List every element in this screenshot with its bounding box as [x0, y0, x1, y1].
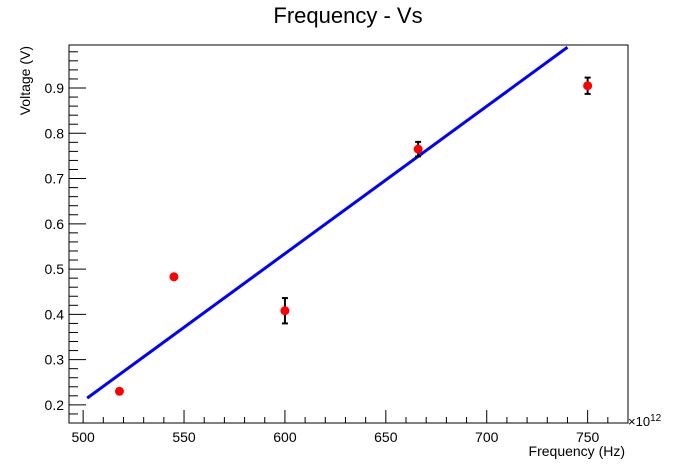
data-point [169, 272, 179, 282]
y-tick-label: 0.9 [45, 80, 65, 96]
y-tick-label: 0.8 [45, 125, 65, 141]
y-axis: 0.2 0.3 0.4 0.5 0.6 0.7 0.8 0.9 [45, 51, 86, 424]
x-exponent-label: ×1012 [628, 413, 662, 429]
data-points-layer [114, 76, 593, 396]
data-point [280, 306, 290, 316]
x-tick-label: 700 [475, 429, 499, 445]
y-tick-label: 0.4 [45, 306, 65, 322]
y-tick-label: 0.2 [45, 397, 65, 413]
x-tick-label: 600 [273, 429, 297, 445]
data-point [114, 386, 124, 396]
x-exponent-power: 12 [650, 413, 662, 424]
fit-line [86, 46, 569, 400]
plot-frame [68, 44, 629, 424]
y-tick-label: 0.5 [45, 261, 65, 277]
x-tick-label: 500 [71, 429, 95, 445]
chart-title: Frequency - Vs [273, 3, 422, 28]
y-tick-label: 0.7 [45, 171, 65, 187]
y-tick-label: 0.6 [45, 216, 65, 232]
data-point [583, 81, 593, 91]
y-axis-label: Voltage (V) [17, 46, 33, 115]
fit-line-layer [86, 46, 569, 400]
x-tick-label: 550 [172, 429, 196, 445]
y-tick-label: 0.3 [45, 352, 65, 368]
data-point [413, 144, 423, 154]
x-tick-label: 650 [374, 429, 398, 445]
x-axis-label: Frequency (Hz) [529, 443, 625, 459]
x-axis: 500 550 600 650 700 750 [71, 410, 629, 445]
x-tick-label: 750 [576, 429, 600, 445]
